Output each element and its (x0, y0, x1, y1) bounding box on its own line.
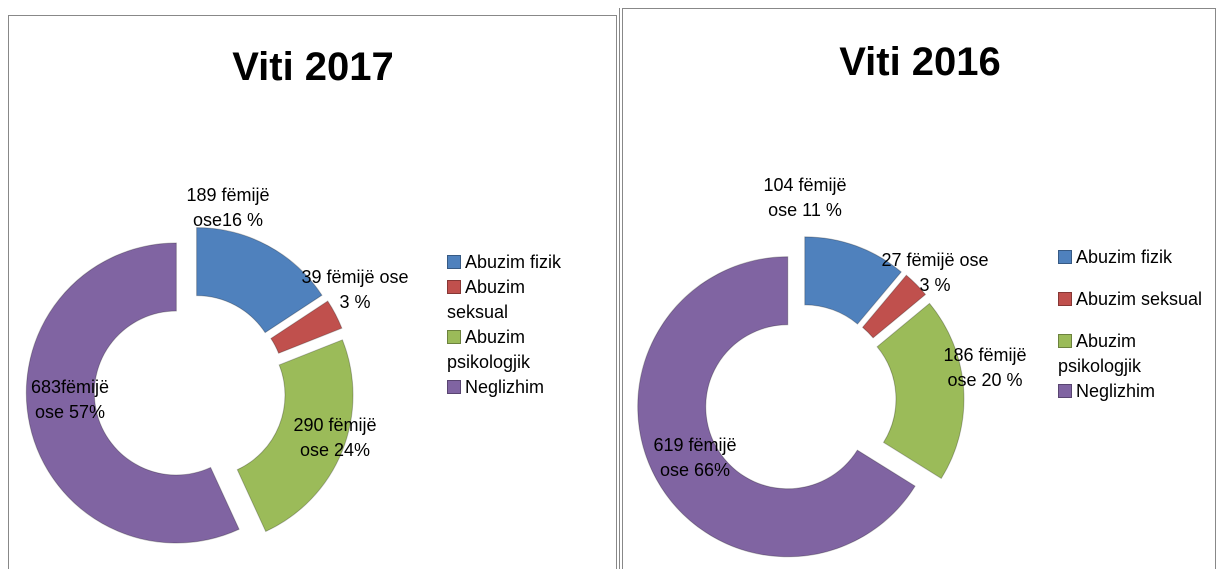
donut-slice (876, 302, 965, 480)
data-label: 104 fëmijë ose 11 % (763, 175, 847, 220)
donut-slice (236, 339, 354, 533)
legend-swatch (1058, 334, 1072, 348)
data-label: 683fëmijë ose 57% (30, 377, 110, 422)
legend-swatch (447, 255, 461, 269)
legend-swatch (1058, 250, 1072, 264)
panel-border (8, 15, 617, 569)
data-label: 619 fëmijë ose 66% (653, 435, 737, 480)
donut-slice (637, 256, 916, 558)
legend-entry: Abuzim fizik (447, 250, 565, 275)
data-label: 27 fëmijë ose 3 % (881, 250, 989, 295)
legend-entry: Neglizhim (447, 375, 565, 400)
legend-swatch (447, 380, 461, 394)
legend-entry: Abuzim psikologjik (1058, 329, 1218, 379)
donut-slice (196, 227, 323, 334)
legend-swatch (447, 330, 461, 344)
legend-label: Abuzim psikologjik (1058, 331, 1142, 376)
donut-slice (25, 242, 240, 544)
legend-label: Abuzim fizik (1076, 247, 1173, 267)
legend-label: Abuzim fizik (465, 252, 562, 272)
legend-label: Abuzim seksual (1076, 289, 1203, 309)
legend-swatch (1058, 292, 1072, 306)
data-label: 186 fëmijë ose 20 % (943, 345, 1027, 390)
legend-swatch (447, 280, 461, 294)
legend-entry: Abuzim seksual (447, 275, 565, 325)
legend-entry: Abuzim fizik (1058, 245, 1218, 270)
panel-border (622, 8, 1216, 569)
legend-label: Abuzim psikologjik (447, 327, 531, 372)
chart-title: Viti 2017 (232, 45, 394, 89)
donut-slice (861, 274, 927, 339)
legend-entry: Abuzim seksual (1058, 287, 1218, 312)
legend-label: Neglizhim (465, 377, 545, 397)
chart-title: Viti 2016 (839, 40, 1001, 84)
data-label: 290 fëmijë ose 24% (293, 415, 377, 460)
data-label: 189 fëmijë ose16 % (186, 185, 270, 230)
donut-slice (804, 236, 902, 325)
donut-slice (270, 300, 343, 354)
legend-swatch (1058, 384, 1072, 398)
legend-label: Abuzim seksual (447, 277, 526, 322)
data-label: 39 fëmijë ose 3 % (301, 267, 409, 312)
legend-entry: Neglizhim (1058, 379, 1218, 404)
legend-label: Neglizhim (1076, 381, 1156, 401)
legend-entry: Abuzim psikologjik (447, 325, 565, 375)
